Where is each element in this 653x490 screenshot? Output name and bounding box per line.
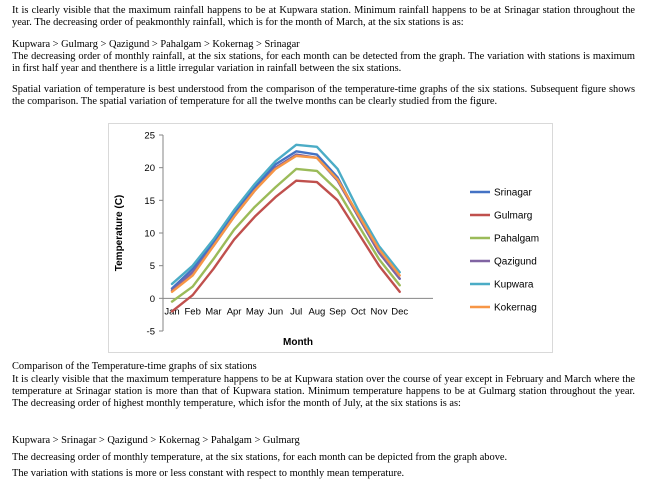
figure-caption: Comparison of the Temperature-time graph…	[12, 361, 257, 372]
x-tick-label: Aug	[308, 306, 325, 317]
series-line-pahalgam	[170, 167, 401, 303]
rainfall-order: Kupwara > Gulmarg > Qazigund > Pahalgam …	[12, 39, 300, 50]
chart-border	[108, 123, 553, 353]
outro-paragraph-2: The decreasing order of monthly temperat…	[12, 452, 508, 463]
legend-label: Kupwara	[494, 280, 534, 291]
x-tick-label: Jul	[290, 306, 302, 317]
x-tick-label: Jun	[268, 306, 283, 317]
intro-paragraph-3: Spatial variation of temperature is best…	[12, 84, 635, 108]
x-tick-label: Apr	[227, 306, 242, 317]
x-tick-label: Dec	[391, 306, 408, 317]
legend-label: Kokernag	[494, 303, 537, 314]
x-tick-label: Mar	[205, 306, 221, 317]
legend-label: Gulmarg	[494, 211, 532, 222]
outro-paragraph-1: It is clearly visible that the maximum t…	[12, 374, 635, 410]
series-line-gulmarg	[170, 179, 401, 313]
legend-label: Qazigund	[494, 257, 537, 268]
x-tick-label: Nov	[371, 306, 388, 317]
y-axis-label: Temperature (C)	[114, 195, 125, 272]
y-tick-label: -5	[147, 327, 155, 338]
intro-paragraph-1: It is clearly visible that the maximum r…	[12, 5, 635, 29]
x-tick-label: Feb	[185, 306, 201, 317]
x-axis-label: Month	[283, 337, 313, 348]
outro-paragraph-3: The variation with stations is more or l…	[12, 468, 405, 479]
legend-label: Srinagar	[494, 188, 532, 199]
y-tick-label: 15	[144, 196, 155, 207]
series-line-kupwara	[170, 143, 401, 286]
y-tick-label: 0	[150, 294, 155, 305]
y-tick-label: 5	[150, 261, 155, 272]
y-tick-label: 20	[144, 163, 155, 174]
x-tick-label: Sep	[329, 306, 346, 317]
series-line-kokernag	[170, 154, 401, 294]
y-tick-label: 25	[144, 131, 155, 142]
legend-label: Pahalgam	[494, 234, 539, 245]
y-tick-label: 10	[144, 229, 155, 240]
x-tick-label: Oct	[351, 306, 366, 317]
temperature-order: Kupwara > Srinagar > Qazigund > Kokernag…	[12, 435, 300, 446]
intro-paragraph-2: The decreasing order of monthly rainfall…	[12, 51, 635, 75]
x-tick-label: May	[246, 306, 264, 317]
